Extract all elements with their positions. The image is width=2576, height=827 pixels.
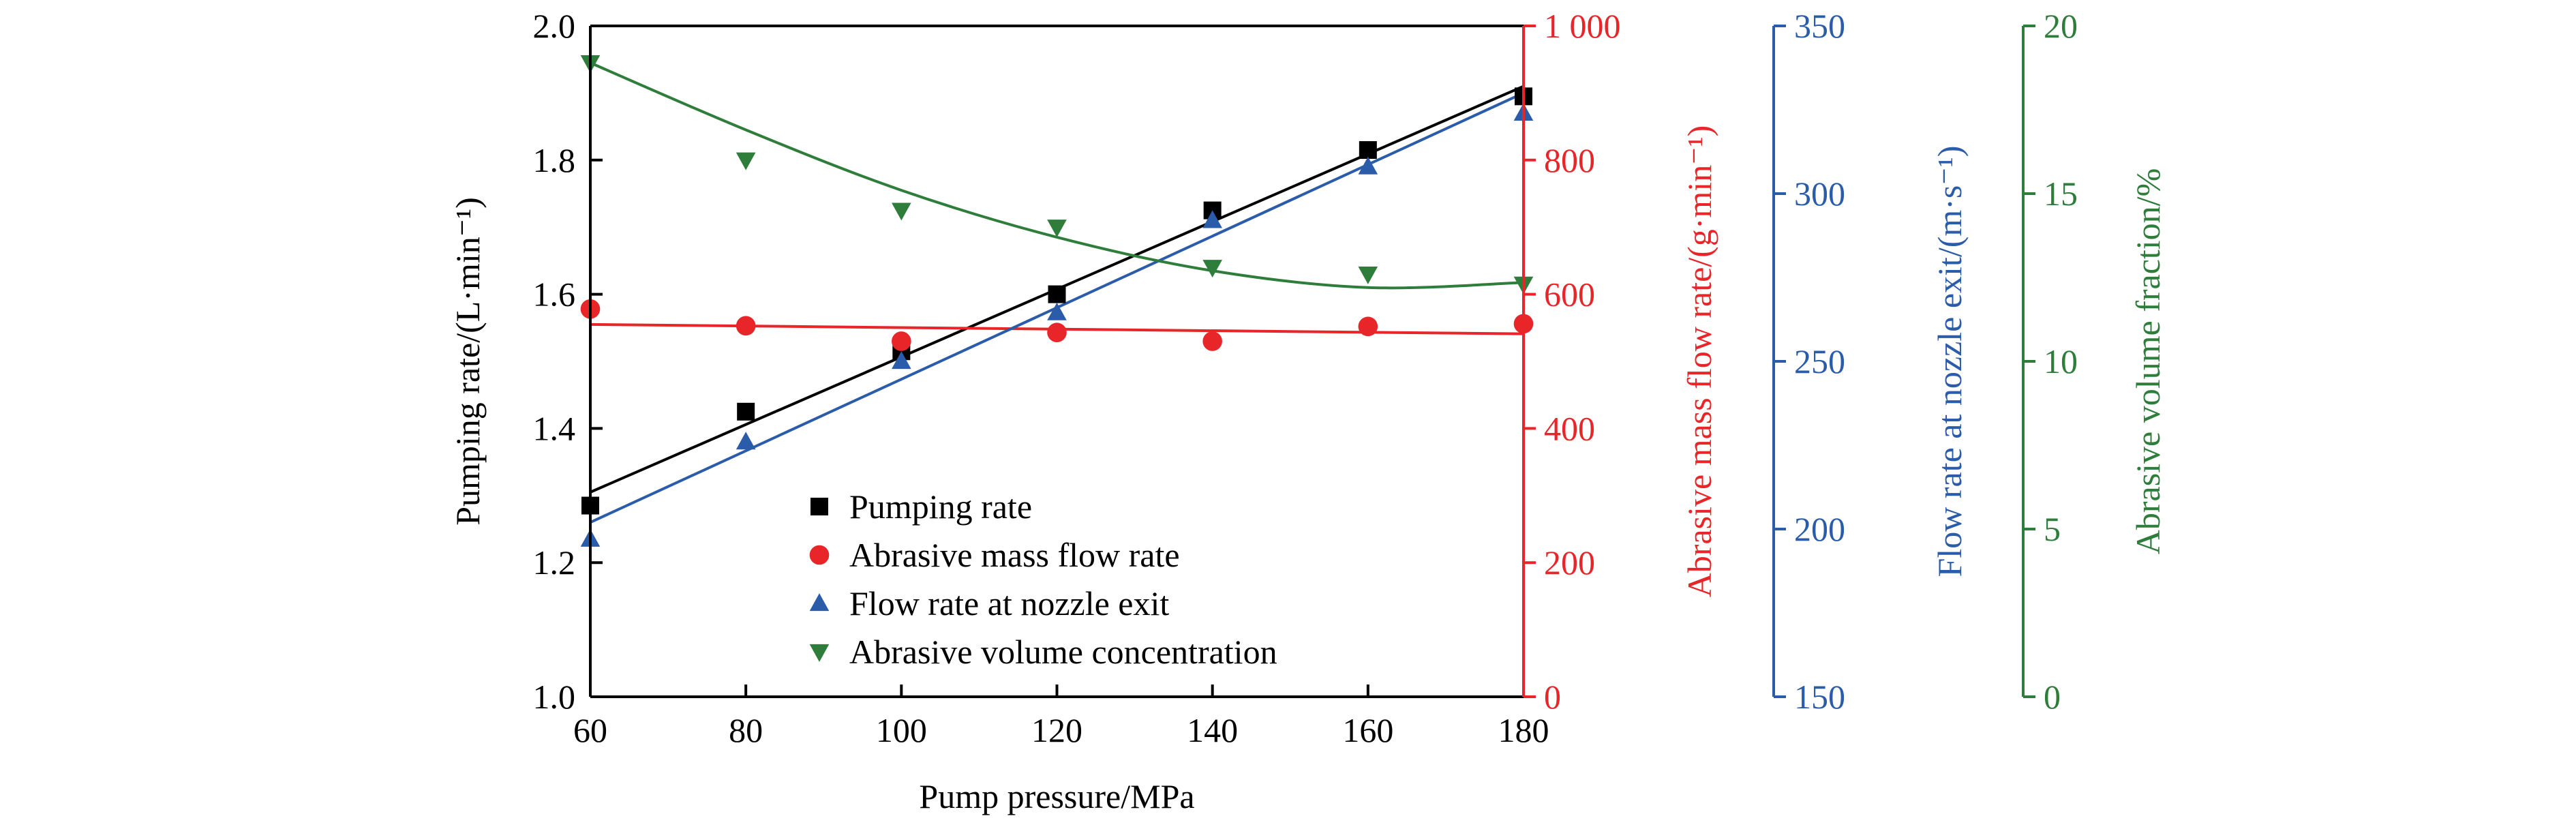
fraction-y-tick-label: 20 <box>2044 7 2078 45</box>
legend-marker-3 <box>809 644 830 662</box>
velocity-y-tick-label: 150 <box>1794 678 1845 716</box>
data-point-series-2 <box>1047 302 1067 320</box>
mass-y-tick-label: 600 <box>1544 275 1595 314</box>
legend-label-0: Pumping rate <box>849 487 1032 526</box>
x-axis-label: Pump pressure/MPa <box>919 777 1194 815</box>
data-point-series-3 <box>1047 220 1067 238</box>
fraction-y-tick-label: 10 <box>2044 342 2078 380</box>
pumping-y-tick-label: 2.0 <box>533 7 576 45</box>
velocity-y-tick-label: 350 <box>1794 7 1845 45</box>
fit-curve-series-3 <box>590 61 1524 290</box>
data-point-series-2 <box>736 432 756 450</box>
pumping-y-tick-label: 1.6 <box>533 275 576 314</box>
fraction-y-tick-label: 0 <box>2044 678 2061 716</box>
x-tick-label: 60 <box>573 711 607 749</box>
data-point-series-1 <box>1047 322 1067 342</box>
x-tick-label: 140 <box>1187 711 1238 749</box>
pumping-y-tick-label: 1.8 <box>533 141 576 179</box>
data-point-series-3 <box>1358 266 1378 284</box>
legend: Pumping rate Abrasive mass flow rate Flow … <box>809 487 1277 671</box>
pumping-y-tick-label: 1.0 <box>533 678 576 716</box>
legend-marker-2 <box>809 593 830 612</box>
data-point-series-2 <box>1358 156 1378 175</box>
x-tick-label: 180 <box>1498 711 1549 749</box>
x-tick-label: 160 <box>1342 711 1393 749</box>
mass-y-tick-label: 400 <box>1544 409 1595 447</box>
data-point-series-1 <box>736 316 756 336</box>
data-point-series-0 <box>737 402 755 421</box>
legend-marker-1 <box>809 545 830 565</box>
velocity-y-axis-label: Flow rate at nozzle exit/(m·s⁻¹) <box>1930 146 1969 577</box>
legend-label-2: Flow rate at nozzle exit <box>849 584 1169 622</box>
x-tick-label: 100 <box>876 711 927 749</box>
pumping-y-tick-label: 1.4 <box>533 409 576 447</box>
velocity-y-tick-label: 300 <box>1794 175 1845 213</box>
fraction-y-tick-label: 5 <box>2044 510 2061 548</box>
mass-y-tick-label: 1 000 <box>1544 7 1621 45</box>
fraction-y-axis-label: Abrasive volume fraction/% <box>2129 168 2167 554</box>
x-tick-label: 80 <box>729 711 763 749</box>
plot-area <box>580 55 1534 547</box>
data-point-series-2 <box>892 351 911 370</box>
mass-y-axis-label: Abrasive mass flow rate/(g·min⁻¹) <box>1680 125 1718 598</box>
mass-y-tick-label: 200 <box>1544 543 1595 582</box>
legend-marker-0 <box>810 498 828 515</box>
data-point-series-1 <box>892 331 911 351</box>
data-point-series-1 <box>1358 316 1378 337</box>
pumping-y-axis-label: Pumping rate/(L·min⁻¹) <box>449 197 487 526</box>
pumping-y-tick-label: 1.2 <box>533 543 576 582</box>
x-tick-label: 120 <box>1031 711 1082 749</box>
data-point-series-1 <box>1202 331 1222 351</box>
data-point-series-0 <box>1048 285 1066 303</box>
data-point-series-3 <box>1202 260 1222 278</box>
data-point-series-3 <box>736 152 756 170</box>
data-point-series-3 <box>892 202 911 221</box>
velocity-y-tick-label: 200 <box>1794 510 1845 548</box>
legend-label-3: Abrasive volume concentration <box>849 633 1277 671</box>
mass-y-tick-label: 800 <box>1544 141 1595 179</box>
fraction-y-tick-label: 15 <box>2044 175 2078 213</box>
velocity-y-tick-label: 250 <box>1794 342 1845 380</box>
legend-label-1: Abrasive mass flow rate <box>849 536 1180 574</box>
data-point-series-0 <box>1359 141 1377 160</box>
mass-y-tick-label: 0 <box>1544 678 1561 716</box>
data-point-series-2 <box>1202 210 1222 228</box>
